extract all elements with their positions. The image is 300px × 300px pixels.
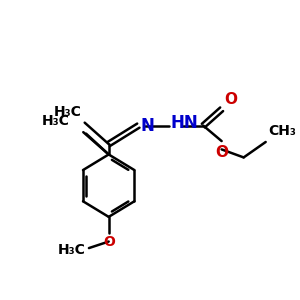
Text: H₃C: H₃C [57, 243, 85, 257]
Text: CH₃: CH₃ [268, 124, 296, 137]
Text: N: N [141, 117, 154, 135]
Text: H₃C: H₃C [41, 114, 69, 128]
Text: HN: HN [171, 114, 199, 132]
Text: O: O [224, 92, 237, 107]
Text: H₃C: H₃C [53, 105, 81, 119]
Text: O: O [215, 145, 228, 160]
Text: O: O [103, 235, 115, 249]
